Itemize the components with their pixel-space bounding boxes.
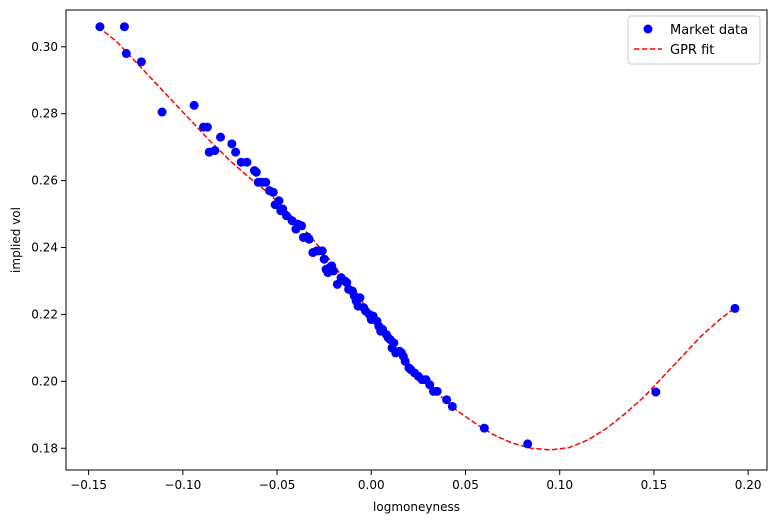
market-data-point [447,401,457,411]
legend-box [627,15,761,65]
y-tick-label: 0.22 [31,307,58,321]
market-data-point [136,57,146,67]
market-data-point [317,246,327,256]
market-data-point [268,187,278,197]
market-data-point [297,221,307,231]
market-data-point [189,100,199,110]
market-data-point [304,234,314,244]
x-axis-label: logmoneyness [373,500,460,514]
legend: Market data GPR fit [627,15,761,65]
market-data-point [425,380,435,390]
market-data-point [274,196,284,206]
plot-area [95,22,740,451]
y-tick-label: 0.26 [31,174,58,188]
market-data-point [202,122,212,132]
y-tick-label: 0.18 [31,441,58,455]
y-tick-label: 0.30 [31,40,58,54]
legend-marker-market-data [643,24,653,34]
market-data-point [329,266,339,276]
market-data-point [432,386,442,396]
x-axis-ticks: −0.15 −0.10 −0.05 0.00 0.05 0.10 0.15 0.20 [70,470,762,492]
y-axis-ticks: 0.18 0.20 0.22 0.24 0.26 0.28 0.30 [31,40,66,455]
y-tick-label: 0.28 [31,107,58,121]
y-tick-label: 0.24 [31,241,58,255]
legend-label-gpr-fit: GPR fit [670,43,714,58]
x-tick-label: 0.05 [452,478,479,492]
x-tick-label: 0.00 [358,478,385,492]
y-tick-label: 0.20 [31,374,58,388]
market-data-point [278,204,288,214]
y-axis-label: implied vol [9,207,23,273]
market-points-layer [95,22,740,449]
market-data-point [355,293,365,303]
market-data-point [479,423,489,433]
x-tick-label: −0.05 [259,478,296,492]
market-data-point [242,157,252,167]
market-data-point [95,22,105,32]
market-data-point [261,177,271,187]
market-data-point [651,387,661,397]
market-data-point [119,22,129,32]
market-data-point [210,146,220,156]
axes-frame [65,9,768,471]
market-data-point [227,139,237,149]
market-data-point [523,439,533,449]
market-data-point [730,303,740,313]
x-tick-label: 0.10 [546,478,573,492]
market-data-point [319,254,329,264]
market-data-point [157,107,167,117]
x-tick-label: −0.15 [70,478,107,492]
market-data-point [231,147,241,157]
market-data-point [251,167,261,177]
market-data-point [121,48,131,58]
market-data-point [216,132,226,142]
x-tick-label: −0.10 [164,478,201,492]
x-tick-label: 0.20 [735,478,762,492]
market-data-point [442,395,452,405]
market-data-point [400,356,410,366]
market-data-point [332,279,342,289]
x-tick-label: 0.15 [641,478,668,492]
legend-label-market-data: Market data [670,23,748,38]
market-data-point [389,338,399,348]
